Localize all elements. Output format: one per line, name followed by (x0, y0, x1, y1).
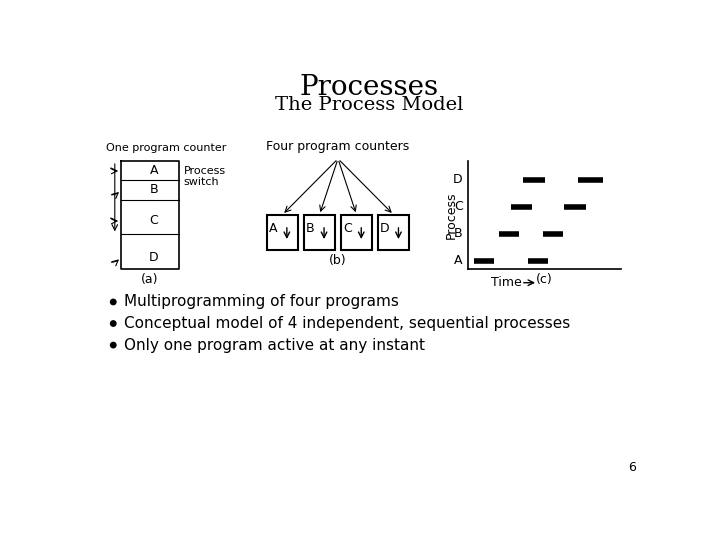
Text: C: C (343, 221, 351, 234)
Text: The Process Model: The Process Model (275, 96, 463, 114)
Text: A: A (269, 221, 277, 234)
Circle shape (111, 321, 116, 326)
Circle shape (111, 299, 116, 305)
Text: C: C (454, 200, 463, 213)
Text: Four program counters: Four program counters (266, 140, 410, 153)
Text: C: C (150, 214, 158, 227)
Bar (341, 215, 372, 251)
Text: B: B (454, 227, 463, 240)
Text: Processes: Processes (300, 75, 438, 102)
Text: (b): (b) (329, 254, 347, 267)
Circle shape (111, 342, 116, 348)
Text: D: D (379, 221, 390, 234)
Bar (378, 215, 409, 251)
Text: A: A (454, 254, 463, 267)
Text: (a): (a) (141, 273, 159, 286)
Text: Conceptual model of 4 independent, sequential processes: Conceptual model of 4 independent, seque… (124, 316, 570, 331)
Text: One program counter: One program counter (106, 143, 226, 153)
Text: (c): (c) (536, 273, 553, 286)
Text: Process: Process (445, 191, 458, 239)
Text: Multiprogramming of four programs: Multiprogramming of four programs (124, 294, 399, 309)
Text: D: D (149, 251, 158, 264)
Text: B: B (306, 221, 315, 234)
Bar (266, 215, 297, 251)
Text: Process
switch: Process switch (184, 166, 226, 187)
Text: A: A (150, 164, 158, 177)
Text: B: B (150, 184, 158, 197)
Text: Only one program active at any instant: Only one program active at any instant (124, 338, 425, 353)
Bar (304, 215, 335, 251)
Text: Time: Time (492, 276, 522, 289)
Text: D: D (453, 173, 463, 186)
Text: 6: 6 (629, 462, 636, 475)
